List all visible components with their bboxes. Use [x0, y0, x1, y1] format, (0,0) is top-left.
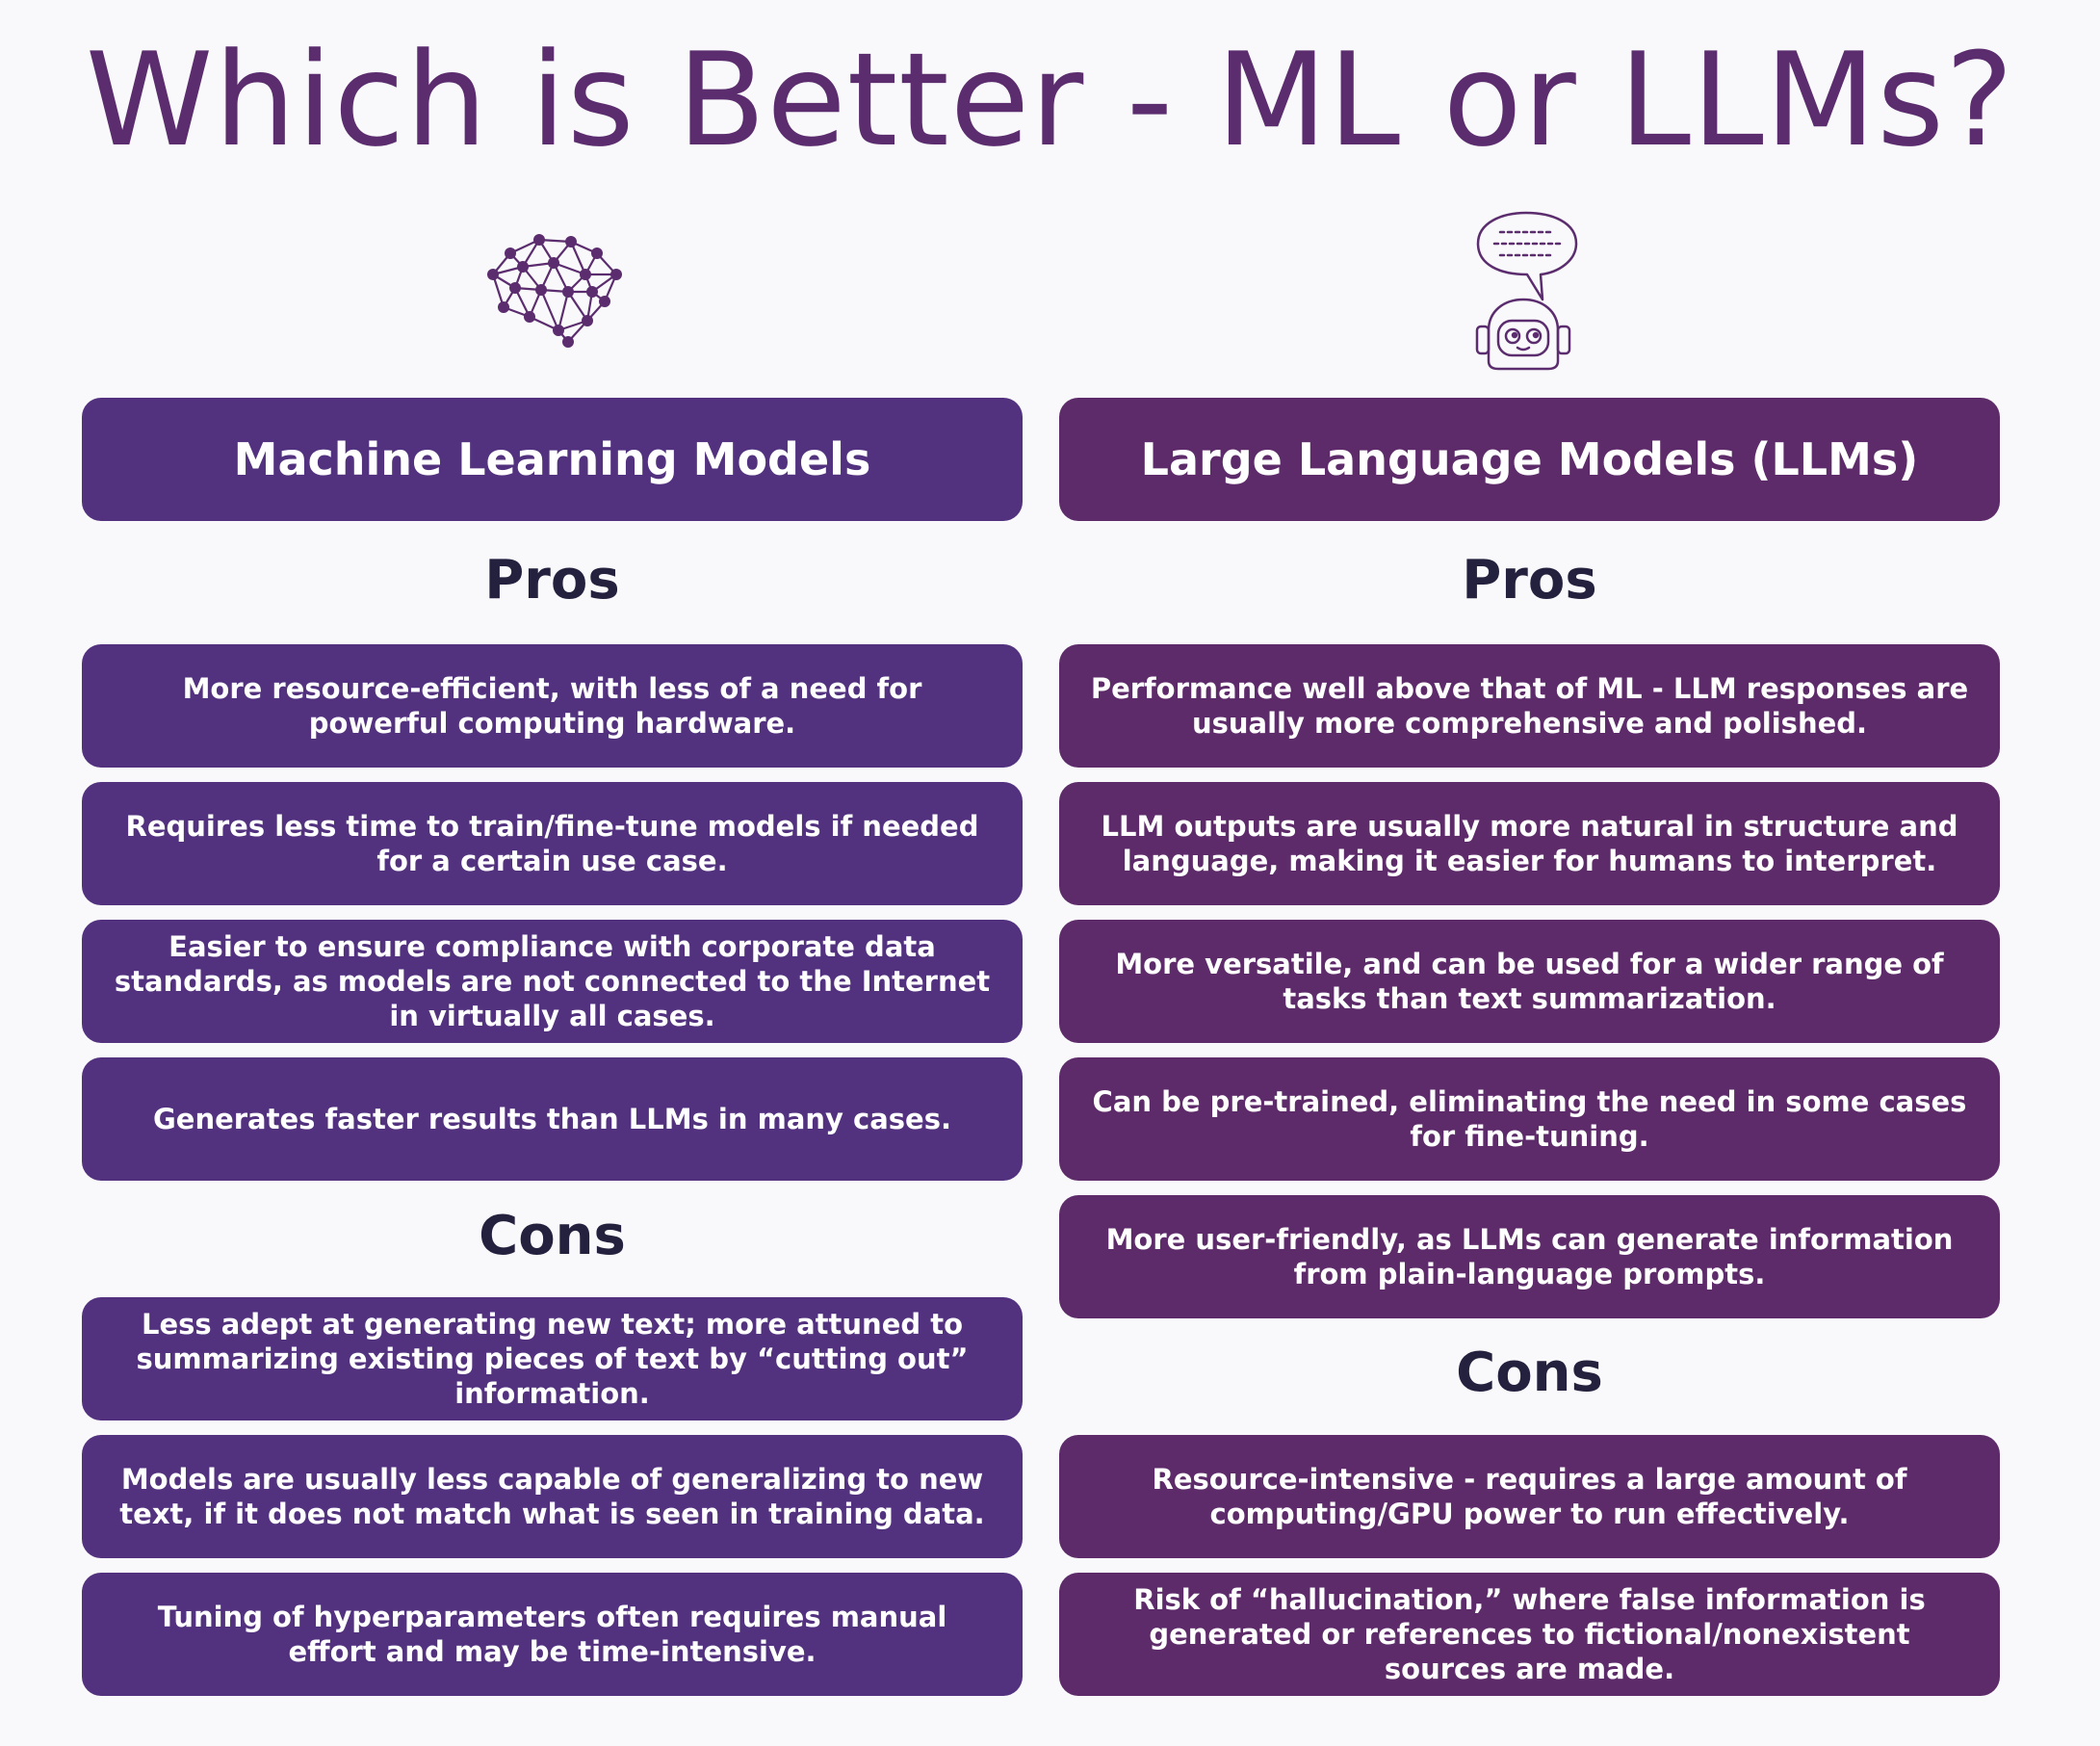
- llm-pro-card: LLM outputs are usually more natural in …: [1059, 782, 2000, 905]
- llm-con-card: Risk of “hallucination,” where false inf…: [1059, 1573, 2000, 1696]
- llm-pro-card: Can be pre-trained, eliminating the need…: [1059, 1057, 2000, 1181]
- ml-pro-card: Requires less time to train/fine-tune mo…: [82, 782, 1023, 905]
- ml-cons-heading: Cons: [479, 1205, 626, 1267]
- ml-con-card: Tuning of hyperparameters often requires…: [82, 1573, 1023, 1696]
- ml-column-header: Machine Learning Models: [82, 398, 1023, 521]
- llm-column-header: Large Language Models (LLMs): [1059, 398, 2000, 521]
- llm-cons-heading: Cons: [1456, 1342, 1603, 1404]
- robot-chat-icon: [1464, 207, 1589, 376]
- ml-pro-card: Easier to ensure compliance with corpora…: [82, 920, 1023, 1043]
- llm-pro-card: More versatile, and can be used for a wi…: [1059, 920, 2000, 1043]
- ml-pro-card: Generates faster results than LLMs in ma…: [82, 1057, 1023, 1181]
- ml-pro-card: More resource-efficient, with less of a …: [82, 644, 1023, 768]
- ml-con-card: Models are usually less capable of gener…: [82, 1435, 1023, 1558]
- brain-network-icon: [472, 224, 635, 359]
- page-title: Which is Better - ML or LLMs?: [85, 25, 2015, 175]
- llm-pro-card: Performance well above that of ML - LLM …: [1059, 644, 2000, 768]
- llm-pro-card: More user-friendly, as LLMs can generate…: [1059, 1195, 2000, 1318]
- ml-pros-heading: Pros: [484, 549, 620, 612]
- ml-con-card: Less adept at generating new text; more …: [82, 1297, 1023, 1420]
- llm-con-card: Resource-intensive - requires a large am…: [1059, 1435, 2000, 1558]
- llm-pros-heading: Pros: [1462, 549, 1597, 612]
